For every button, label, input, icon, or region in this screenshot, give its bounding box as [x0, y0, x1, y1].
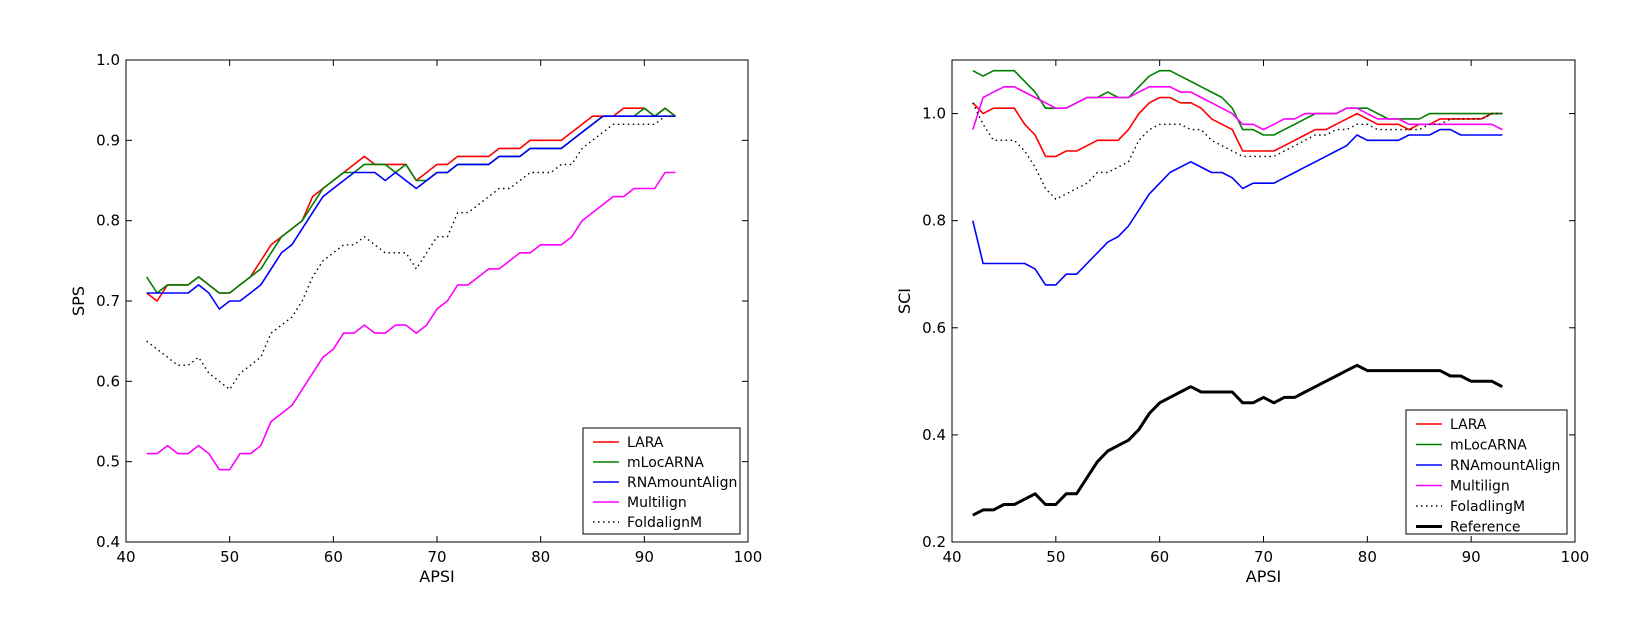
x-axis-label: APSI — [419, 567, 454, 586]
legend-label-foladlingm: FoladlingM — [1450, 499, 1525, 515]
series-line-rnamountalign — [972, 128, 1503, 286]
y-axis-label: SPS — [69, 286, 88, 316]
y-tick-label: 1.0 — [96, 51, 120, 69]
legend-label-multilign: Multilign — [1450, 479, 1510, 495]
x-tick-label: 100 — [1561, 548, 1590, 566]
legend-label-multilign: Multilign — [627, 495, 687, 511]
legend-box — [1405, 409, 1568, 535]
legend-box — [582, 427, 741, 535]
y-tick-label: 0.7 — [96, 292, 120, 310]
y-tick-label: 0.8 — [96, 212, 120, 230]
series-line-multilign — [972, 86, 1503, 131]
y-tick-label: 1.0 — [922, 105, 946, 123]
y-tick-label: 0.9 — [96, 131, 120, 149]
y-tick-label: 0.6 — [96, 372, 120, 390]
x-tick-label: 60 — [324, 548, 343, 566]
x-tick-label: 70 — [1254, 548, 1273, 566]
y-axis-label: SCI — [895, 288, 914, 314]
series-line-reference — [972, 363, 1503, 517]
legend-label-rnamountalign: RNAmountAlign — [1450, 458, 1560, 474]
y-tick-label: 0.4 — [922, 426, 946, 444]
x-tick-label: 60 — [1150, 548, 1169, 566]
legend-label-mlocarna: mLocARNA — [1450, 438, 1527, 454]
x-axis-label: APSI — [1246, 567, 1281, 586]
x-tick-label: 90 — [1462, 548, 1481, 566]
x-tick-label: 50 — [220, 548, 239, 566]
y-tick-label: 0.8 — [922, 212, 946, 230]
y-tick-label: 0.4 — [96, 533, 120, 551]
x-tick-label: 90 — [635, 548, 654, 566]
x-tick-label: 80 — [531, 548, 550, 566]
legend-label-mlocarna: mLocARNA — [627, 455, 704, 471]
series-line-lara — [972, 96, 1503, 158]
legend-label-rnamountalign: RNAmountAlign — [627, 475, 737, 491]
y-tick-label: 0.2 — [922, 533, 946, 551]
x-tick-label: 40 — [942, 548, 961, 566]
series-line-multilign — [146, 171, 676, 471]
y-tick-label: 0.5 — [96, 453, 120, 471]
x-tick-label: 40 — [116, 548, 135, 566]
x-tick-label: 80 — [1358, 548, 1377, 566]
legend-label-foldalignm: FoldalignM — [627, 515, 702, 531]
legend: LARA mLocARNA RNAmountAlign Multilign Foladl… — [1405, 409, 1568, 536]
legend-label-lara: LARA — [627, 435, 664, 451]
series-line-rnamountalign — [146, 115, 676, 310]
sci-chart: 40 50 60 70 80 90 100 0.2 0.4 0.6 0.8 1.0 APSI SCI LAR… — [895, 59, 1590, 586]
legend-label-lara: LARA — [1450, 417, 1487, 433]
x-tick-label: 50 — [1046, 548, 1065, 566]
legend-label-reference: Reference — [1450, 520, 1521, 536]
y-tick-label: 0.6 — [922, 319, 946, 337]
legend: LARA mLocARNA RNAmountAlign Multilign Foldal… — [582, 427, 741, 535]
sps-chart: 40 50 60 70 80 90 100 0.4 0.5 0.6 0.7 0.8 0.9 1.0 APSI… — [69, 51, 762, 586]
x-tick-label: 70 — [427, 548, 446, 566]
x-tick-label: 100 — [734, 548, 763, 566]
